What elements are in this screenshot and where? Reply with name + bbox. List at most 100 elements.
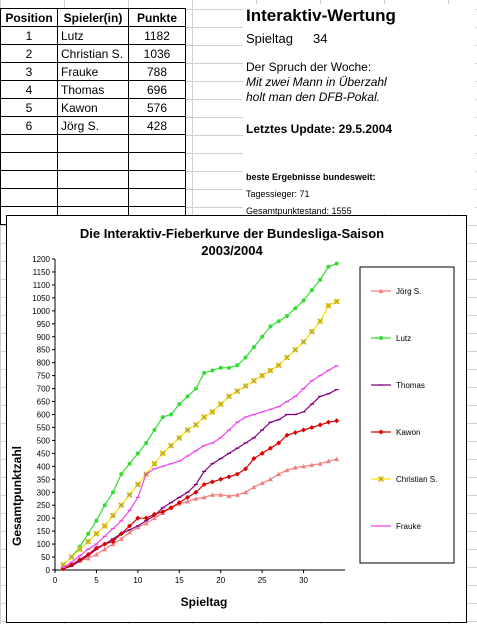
header-position: Position — [0, 8, 58, 27]
data-point — [144, 441, 149, 446]
empty-row — [0, 170, 186, 189]
data-point — [118, 502, 125, 508]
series-thomas — [61, 389, 339, 570]
data-point — [101, 523, 108, 529]
empty-row — [0, 152, 186, 171]
data-point — [268, 324, 273, 329]
point-cross — [251, 378, 257, 384]
data-point — [111, 490, 115, 495]
series-line — [63, 420, 337, 570]
data-point — [243, 355, 248, 360]
last-update: Letztes Update: 29.5.2004 — [246, 122, 393, 136]
data-point — [309, 462, 315, 468]
row-player: Frauke — [57, 62, 129, 81]
data-point — [185, 394, 190, 399]
data-point — [193, 386, 198, 391]
data-point — [267, 445, 273, 451]
data-point — [135, 481, 141, 488]
data-point — [127, 461, 132, 466]
point-cross — [151, 460, 158, 467]
row-position: 5 — [0, 98, 58, 117]
data-point — [126, 492, 133, 498]
y-tick-label: 0 — [46, 566, 51, 575]
data-point — [259, 450, 265, 456]
x-tick-label: 25 — [258, 576, 267, 585]
series-line — [62, 300, 337, 566]
data-point — [127, 529, 133, 535]
saying-label: Der Spruch der Woche: — [246, 60, 372, 74]
data-point — [160, 509, 166, 515]
point-cross — [68, 554, 75, 560]
data-point — [201, 414, 207, 420]
data-point — [77, 546, 83, 553]
series-kawon — [60, 418, 340, 572]
data-point — [227, 365, 231, 370]
y-tick-label: 900 — [37, 333, 51, 342]
data-point — [209, 479, 215, 485]
data-point — [94, 518, 99, 523]
y-tick-label: 350 — [37, 475, 51, 484]
point-cross — [110, 512, 116, 519]
y-tick-label: 250 — [37, 501, 51, 510]
data-point — [317, 461, 323, 466]
point-cross — [118, 502, 125, 508]
ranking-header-row: Position Spieler(in) Punkte — [0, 8, 186, 27]
row-points: 1036 — [128, 44, 186, 63]
y-tick-label: 400 — [37, 462, 51, 471]
y-tick-label: 200 — [37, 514, 51, 523]
data-point — [325, 458, 331, 464]
data-point — [276, 440, 282, 446]
point-cross — [234, 388, 241, 394]
y-tick-label: 1050 — [32, 294, 50, 303]
data-point — [259, 372, 265, 379]
data-point — [326, 264, 331, 269]
data-point — [226, 393, 232, 400]
axes: 0501001502002503003504004505005506006507… — [32, 255, 345, 585]
x-tick-label: 30 — [299, 576, 308, 585]
table-row: 1 Lutz 1182 — [0, 26, 186, 45]
row-points: 696 — [128, 80, 186, 99]
data-point — [86, 531, 91, 536]
y-tick-label: 1100 — [33, 281, 51, 290]
data-point — [152, 428, 157, 433]
row-player: Thomas — [57, 80, 129, 99]
data-point — [379, 336, 383, 340]
point-cross — [284, 354, 290, 361]
y-tick-label: 850 — [37, 346, 51, 355]
data-point — [143, 515, 149, 521]
data-point — [235, 363, 240, 368]
data-point — [68, 554, 75, 560]
legend: Jörg S. Lutz Thomas Kawon Christian S. Frauke — [371, 287, 437, 531]
data-point — [234, 471, 240, 477]
data-point — [251, 456, 257, 462]
data-point — [218, 492, 224, 497]
data-point — [334, 456, 340, 462]
data-point — [309, 328, 315, 335]
data-point — [193, 422, 199, 428]
data-point — [301, 463, 307, 469]
data-point — [135, 515, 141, 521]
data-point — [317, 422, 323, 428]
data-point — [118, 531, 124, 537]
table-row: 6 Jörg S. 428 — [0, 116, 186, 135]
data-point — [151, 511, 157, 517]
series-line — [62, 365, 337, 568]
row-player: Christian S. — [57, 44, 129, 63]
data-point — [85, 551, 91, 557]
data-point — [143, 520, 149, 526]
data-point — [267, 367, 274, 374]
series-j-rg-s- — [60, 456, 340, 570]
y-tick-label: 600 — [37, 411, 51, 420]
y-tick-label: 100 — [37, 540, 51, 549]
data-point — [102, 503, 107, 508]
data-point — [259, 480, 265, 486]
legend-label: Frauke — [396, 522, 421, 531]
legend-item: Lutz — [371, 334, 411, 343]
data-point — [119, 472, 124, 477]
data-point — [135, 524, 141, 530]
data-point — [309, 424, 315, 430]
row-position: 6 — [0, 116, 58, 135]
data-point — [102, 546, 108, 552]
y-tick-label: 50 — [41, 553, 50, 562]
